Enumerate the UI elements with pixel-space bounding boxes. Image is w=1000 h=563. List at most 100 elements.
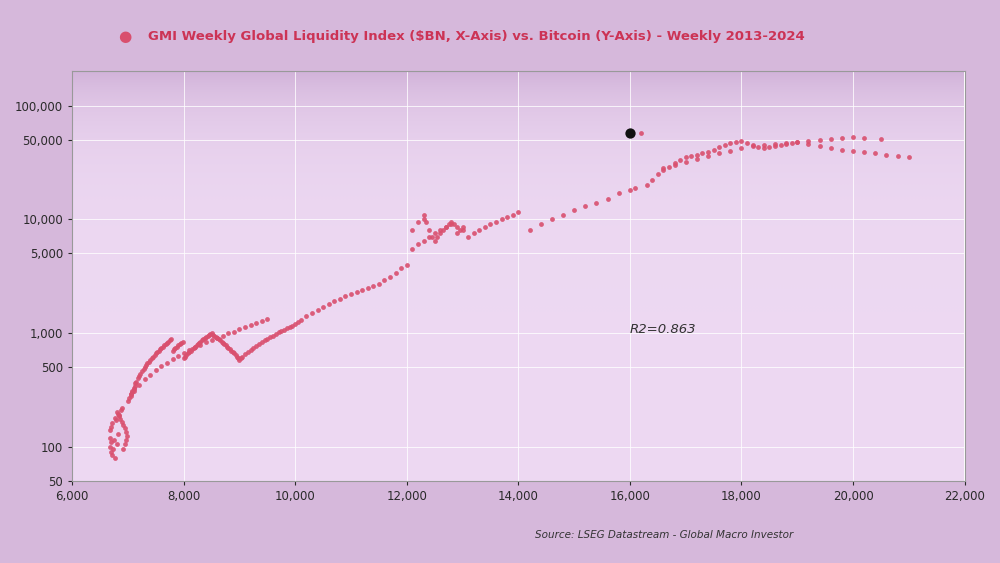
Point <box>700 151 716 160</box>
Point <box>750 142 766 151</box>
Point <box>890 151 906 160</box>
Point <box>784 138 800 148</box>
Point <box>739 138 755 148</box>
Point <box>230 354 246 363</box>
Point <box>284 321 300 330</box>
Point <box>505 210 521 219</box>
Point <box>104 419 120 428</box>
Point <box>202 329 218 338</box>
Point <box>566 205 582 215</box>
Point <box>421 226 437 235</box>
Point <box>192 340 208 349</box>
Point <box>466 229 482 238</box>
Point <box>229 352 245 361</box>
Point <box>240 347 256 356</box>
Point <box>494 215 510 224</box>
Point <box>533 220 549 229</box>
Point <box>332 294 348 303</box>
Point <box>231 325 247 334</box>
Point <box>452 226 468 235</box>
Point <box>170 351 186 360</box>
Point <box>110 429 126 438</box>
Point <box>427 229 443 238</box>
Point <box>388 268 404 277</box>
Point <box>167 343 183 352</box>
Point <box>745 141 761 150</box>
Text: R2=0.863: R2=0.863 <box>630 324 696 337</box>
Point <box>112 414 128 423</box>
Point <box>399 260 415 269</box>
Point <box>124 388 140 397</box>
Point <box>257 336 273 345</box>
Point <box>124 386 140 395</box>
Point <box>191 338 207 347</box>
Point <box>208 333 224 342</box>
Point <box>159 358 175 367</box>
Point <box>655 166 671 175</box>
Point <box>667 159 683 168</box>
Point <box>845 146 861 155</box>
Point <box>365 282 381 291</box>
Point <box>577 202 593 211</box>
Point <box>243 320 259 329</box>
Point <box>248 318 264 327</box>
Point <box>778 140 794 149</box>
Point <box>198 338 214 347</box>
Point <box>722 138 738 148</box>
Point <box>175 337 191 346</box>
Point <box>254 316 270 325</box>
Point <box>139 359 155 368</box>
Point <box>717 140 733 149</box>
Point <box>123 391 139 400</box>
Point <box>482 220 498 229</box>
Point <box>441 220 457 229</box>
Point <box>111 412 127 421</box>
Point <box>404 226 420 235</box>
Point <box>159 338 175 347</box>
Point <box>510 208 526 217</box>
Point <box>694 149 710 158</box>
Point <box>117 440 133 449</box>
Point <box>424 233 440 242</box>
Point <box>678 157 694 166</box>
Point <box>789 137 805 146</box>
Point <box>176 348 192 358</box>
Point <box>243 345 259 354</box>
Point <box>138 361 154 370</box>
Point <box>349 287 365 296</box>
Point <box>873 135 889 144</box>
Point <box>211 335 227 344</box>
Point <box>622 129 638 138</box>
Point <box>184 345 200 354</box>
Point <box>293 315 309 324</box>
Point <box>226 327 242 336</box>
Point <box>103 437 119 446</box>
Point <box>186 343 202 352</box>
Point <box>273 327 289 336</box>
Point <box>856 133 872 142</box>
Point <box>106 435 122 444</box>
Point <box>321 300 337 309</box>
Point <box>131 372 147 381</box>
Point <box>655 164 671 173</box>
Point <box>416 215 432 224</box>
Point <box>200 332 216 341</box>
Point <box>449 223 465 232</box>
Point <box>522 226 538 235</box>
Point <box>187 343 203 352</box>
Point <box>337 292 353 301</box>
Point <box>672 156 688 165</box>
Point <box>231 355 247 364</box>
Point <box>180 349 196 358</box>
Point <box>667 160 683 169</box>
Point <box>711 142 727 151</box>
Point <box>438 223 454 232</box>
Point <box>128 378 144 387</box>
Point <box>834 133 850 142</box>
Point <box>455 226 471 235</box>
Point <box>237 350 253 359</box>
Point <box>262 333 278 342</box>
Point <box>700 148 716 157</box>
Point <box>499 212 515 221</box>
Point <box>432 226 448 235</box>
